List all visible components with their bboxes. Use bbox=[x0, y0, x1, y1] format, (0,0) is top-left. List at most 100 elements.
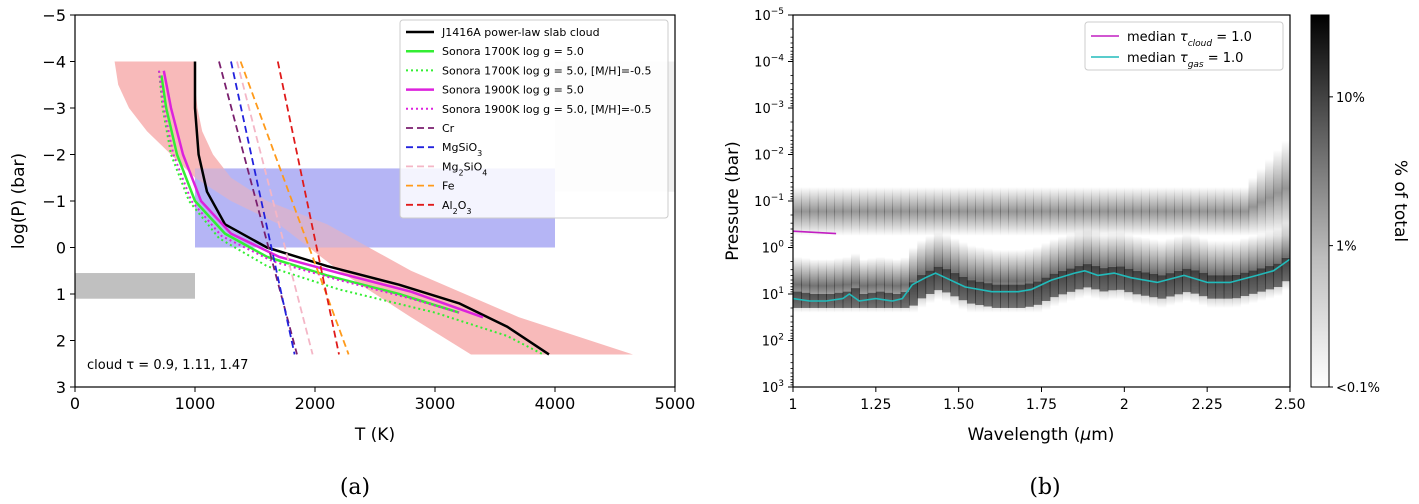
y-tick-label: 103 bbox=[762, 379, 784, 396]
heat-cell bbox=[908, 187, 918, 236]
heat-cell bbox=[917, 187, 927, 236]
heat-cell-core bbox=[942, 269, 951, 293]
heat-cell-core bbox=[991, 284, 1001, 308]
heat-cell bbox=[1008, 249, 1018, 313]
heat-cell bbox=[900, 187, 910, 236]
legend-label: Sonora 1700K log g = 5.0 bbox=[442, 45, 584, 58]
median-line-1 bbox=[793, 258, 1290, 302]
heat-cell bbox=[1124, 234, 1134, 302]
heat-cell-core bbox=[1273, 263, 1283, 288]
heat-cell bbox=[983, 248, 993, 313]
x-axis-b: 1 1.25 1.50 1.75 2 2.25 2.50 bbox=[789, 387, 1306, 413]
y-tick-label: 10−4 bbox=[754, 54, 784, 71]
heat-cell bbox=[1190, 187, 1200, 236]
heat-cell bbox=[1157, 187, 1167, 236]
y-axis-a: −5 −4 −3 −2 −1 0 1 2 3 bbox=[42, 6, 75, 397]
heat-cell bbox=[1107, 187, 1117, 236]
heat-cell-core bbox=[950, 273, 960, 297]
heat-cell bbox=[1058, 187, 1067, 236]
heat-cell bbox=[1174, 187, 1183, 236]
heat-cell bbox=[842, 256, 852, 313]
heat-cell bbox=[867, 257, 877, 313]
heat-cell bbox=[1041, 242, 1051, 311]
series-line-9 bbox=[276, 61, 340, 355]
heat-cell bbox=[1024, 187, 1034, 236]
heat-cell bbox=[1074, 187, 1084, 236]
heat-cell bbox=[1049, 238, 1059, 307]
heat-cell bbox=[1256, 233, 1266, 301]
legend-a: J1416A power-law slab cloud Sonora 1700K … bbox=[399, 19, 669, 219]
x-tick-label: 1 bbox=[789, 397, 798, 413]
series-line-5 bbox=[218, 61, 298, 355]
x-tick-label: 2.50 bbox=[1274, 397, 1305, 413]
heat-cell-core bbox=[1256, 268, 1266, 292]
heat-cell bbox=[892, 187, 902, 236]
heat-cell-core bbox=[1000, 284, 1009, 308]
heat-cell bbox=[1033, 246, 1043, 313]
heat-cell bbox=[917, 240, 927, 308]
legend-label: Mg2SiO4 bbox=[442, 160, 487, 177]
legend-label: median τgas = 1.0 bbox=[1127, 51, 1243, 70]
heat-cell bbox=[1207, 187, 1217, 236]
heat-cell-core bbox=[1265, 266, 1275, 290]
colorbar-tick-label: <0.1% bbox=[1336, 381, 1380, 396]
heat-cell bbox=[1116, 231, 1125, 300]
x-tick-label: 1.25 bbox=[860, 397, 891, 413]
heat-cell-core bbox=[892, 294, 902, 308]
heat-cell-core bbox=[925, 270, 935, 294]
heat-cell bbox=[1124, 187, 1134, 236]
heat-cell-core bbox=[1091, 266, 1101, 290]
heat-cell bbox=[908, 247, 918, 313]
heat-cell-core bbox=[958, 276, 968, 301]
heat-cell-core bbox=[1008, 284, 1018, 308]
heat-cell bbox=[1232, 187, 1241, 236]
y-tick-label: 2 bbox=[56, 332, 66, 351]
heat-cell bbox=[975, 246, 985, 313]
legend-label: Cr bbox=[442, 122, 455, 135]
heat-cell-core bbox=[908, 282, 918, 306]
heat-cell bbox=[850, 187, 860, 236]
heat-cell bbox=[826, 259, 836, 313]
heat-cell-core bbox=[842, 291, 852, 308]
heat-cell bbox=[859, 187, 869, 236]
heat-cell bbox=[1082, 187, 1092, 236]
median-lines bbox=[793, 230, 1290, 302]
series-line-4 bbox=[158, 70, 460, 314]
y-tick-label: −2 bbox=[42, 146, 66, 165]
heat-cell-core bbox=[983, 283, 993, 307]
heat-cell bbox=[1273, 149, 1283, 236]
heat-cell-core bbox=[966, 280, 976, 304]
heat-cell-core bbox=[867, 292, 877, 308]
y-tick-label: 0 bbox=[56, 239, 66, 258]
heat-cell bbox=[991, 187, 1001, 236]
heat-cell-core bbox=[1074, 266, 1084, 290]
heat-cell-core bbox=[1157, 275, 1167, 299]
heat-cell-core bbox=[1082, 264, 1092, 288]
legend-label: Sonora 1900K log g = 5.0 bbox=[442, 84, 584, 97]
heat-cell bbox=[826, 187, 836, 236]
heat-cell bbox=[966, 187, 976, 236]
heat-cell bbox=[834, 257, 844, 313]
y-tick-label: 10−3 bbox=[754, 100, 784, 117]
heat-cell bbox=[809, 259, 819, 313]
heat-cell-core bbox=[1033, 281, 1043, 305]
heat-cell bbox=[1198, 187, 1208, 236]
heat-cell bbox=[801, 187, 811, 236]
series-line-6 bbox=[230, 61, 296, 355]
heat-cell-core bbox=[917, 275, 927, 299]
heat-cell bbox=[1182, 187, 1192, 236]
heat-cell bbox=[1074, 231, 1084, 299]
x-tick-label: 4000 bbox=[535, 394, 576, 413]
heat-cell bbox=[1066, 233, 1076, 302]
heat-cell bbox=[1165, 238, 1175, 306]
heat-cell bbox=[950, 187, 960, 236]
y-tick-label: 10−5 bbox=[754, 7, 784, 24]
heat-cell bbox=[942, 187, 951, 236]
x-tick-label: 1.50 bbox=[943, 397, 974, 413]
heat-cell bbox=[892, 259, 902, 313]
heat-cell bbox=[1140, 237, 1150, 306]
heat-cell bbox=[1149, 187, 1159, 236]
heat-cell bbox=[933, 187, 943, 236]
